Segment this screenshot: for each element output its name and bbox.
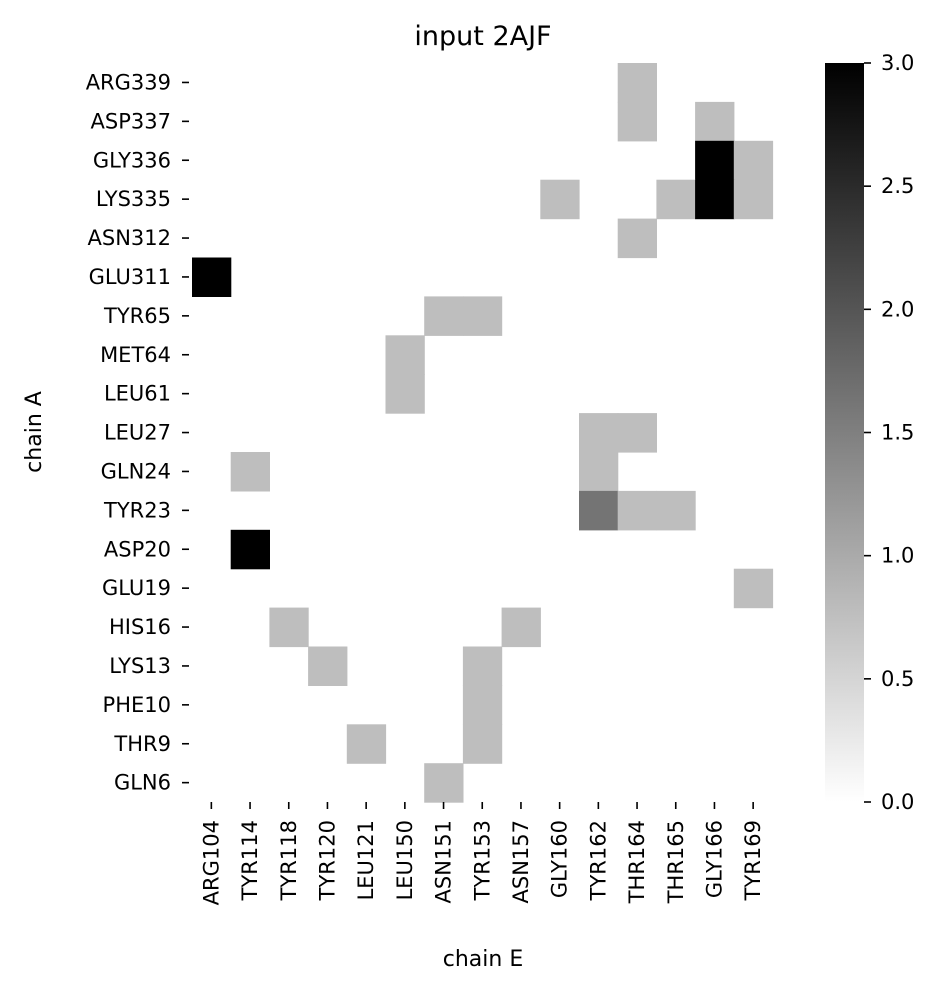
heatmap-cell: [579, 490, 619, 531]
heatmap-cell: [462, 724, 503, 764]
y-tick-label: ASP20: [104, 537, 171, 561]
heatmap-cell: [617, 63, 657, 103]
x-tick-label: ARG104: [199, 820, 223, 905]
heatmap-cell: [695, 140, 735, 181]
x-tick-label: TYR153: [470, 820, 494, 901]
y-tick-label: GLN24: [101, 459, 171, 483]
heatmap-cell: [617, 490, 657, 531]
x-tick-label: LEU150: [393, 820, 417, 900]
heatmap-cell: [617, 218, 657, 259]
colorbar-tick-label: 2.0: [881, 297, 914, 321]
colorbar: [825, 63, 864, 802]
heatmap-cell: [579, 452, 619, 492]
y-tick-label: LYS335: [96, 187, 171, 211]
y-tick-label: GLN6: [114, 771, 171, 795]
heatmap-cell: [385, 374, 425, 414]
heatmap-cell: [501, 607, 541, 648]
heatmap-cell: [462, 296, 503, 336]
x-tick-label: TYR120: [316, 820, 340, 901]
colorbar-tick-label: 2.5: [881, 174, 914, 198]
x-tick-label: TYR114: [238, 820, 262, 901]
heatmap-cell: [733, 568, 774, 609]
y-tick-label: GLU311: [89, 265, 171, 289]
heatmap-cell: [192, 257, 232, 297]
y-tick-label: LEU61: [104, 382, 171, 406]
x-tick-label: THR164: [625, 820, 649, 904]
heatmap-cell: [733, 179, 774, 220]
x-tick-label: LEU121: [354, 820, 378, 900]
heatmap-cell: [230, 452, 270, 492]
chart-title: input 2AJF: [414, 21, 551, 52]
heatmap-cell: [540, 179, 580, 220]
colorbar-tick-label: 1.5: [881, 421, 914, 445]
heatmap-cell: [656, 490, 696, 531]
heatmap-cell: [695, 101, 735, 142]
heatmap-cell: [308, 646, 348, 686]
heatmap-cell: [385, 335, 425, 375]
y-axis-ticks: ARG339 ASP337 GLY336 LYS335 ASN312 GLU311 TYR6…: [86, 70, 189, 795]
heatmap-cell: [579, 413, 619, 453]
heatmap-cells: [192, 63, 774, 803]
heatmap-cell: [269, 607, 309, 648]
y-tick-label: GLU19: [102, 576, 171, 600]
heatmap-cell: [617, 413, 657, 453]
y-tick-label: LEU27: [104, 421, 171, 445]
colorbar-tick-label: 0.5: [881, 667, 914, 691]
heatmap-cell: [695, 179, 735, 220]
y-tick-label: ARG339: [86, 70, 171, 94]
y-tick-label: LYS13: [109, 654, 171, 678]
heatmap-cell: [424, 763, 464, 803]
y-tick-label: TYR23: [103, 498, 171, 522]
colorbar-tick-label: 3.0: [881, 51, 914, 75]
heatmap-cell: [617, 101, 657, 142]
colorbar-ticks: 0.0 0.5 1.0 1.5 2.0 2.5 3.0: [864, 51, 914, 814]
heatmap-cell: [733, 140, 774, 181]
heatmap-cell: [346, 724, 387, 764]
x-tick-label: THR165: [664, 820, 688, 904]
x-tick-label: ASN151: [432, 820, 456, 904]
heatmap-cell: [462, 685, 503, 725]
x-axis-ticks: ARG104 TYR114 TYR118 TYR120 LEU121 LEU150 ASN1…: [199, 802, 765, 905]
y-tick-label: THR9: [113, 732, 171, 756]
y-tick-label: PHE10: [103, 693, 171, 717]
y-tick-label: TYR65: [103, 304, 171, 328]
colorbar-tick-label: 1.0: [881, 544, 914, 568]
x-tick-label: GLY160: [548, 820, 572, 898]
heatmap-cell: [230, 529, 270, 570]
y-tick-label: GLY336: [93, 148, 171, 172]
x-tick-label: ASN157: [509, 820, 533, 904]
colorbar-tick-label: 0.0: [881, 790, 914, 814]
x-tick-label: TYR162: [586, 820, 610, 901]
y-tick-label: HIS16: [109, 615, 171, 639]
y-tick-label: MET64: [100, 343, 171, 367]
x-tick-label: TYR118: [277, 820, 301, 901]
y-tick-label: ASP337: [91, 109, 171, 133]
x-axis-label: chain E: [443, 947, 523, 972]
heatmap-cell: [462, 646, 503, 686]
y-axis-label: chain A: [22, 391, 47, 473]
y-tick-label: ASN312: [88, 226, 172, 250]
heatmap-cell: [424, 296, 464, 336]
x-tick-label: GLY166: [703, 820, 727, 898]
x-tick-label: TYR169: [741, 820, 765, 901]
heatmap-cell: [656, 179, 696, 220]
